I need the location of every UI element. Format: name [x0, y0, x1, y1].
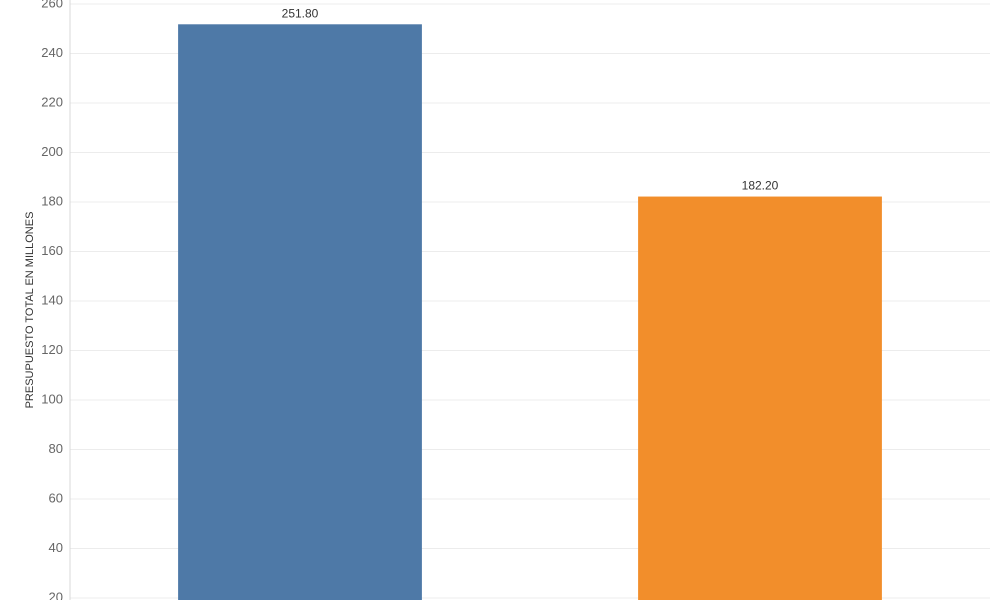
y-tick-label: 100 [41, 391, 63, 406]
y-tick-label: 220 [41, 94, 63, 109]
bar [178, 24, 422, 600]
y-tick-label: 200 [41, 144, 63, 159]
y-tick-label: 40 [49, 540, 63, 555]
y-tick-label: 20 [49, 589, 63, 600]
y-axis-label: PRESUPUESTO TOTAL EN MILLONES [24, 212, 36, 409]
y-tick-label: 80 [49, 441, 63, 456]
y-tick-label: 140 [41, 292, 63, 307]
y-tick-label: 240 [41, 45, 63, 60]
value-label: 182.20 [742, 179, 779, 193]
y-tick-label: 180 [41, 193, 63, 208]
bar [638, 196, 882, 600]
y-tick-label: 160 [41, 243, 63, 258]
y-tick-label: 120 [41, 342, 63, 357]
y-tick-label: 60 [49, 490, 63, 505]
value-label: 251.80 [282, 6, 319, 20]
y-tick-label: 260 [41, 0, 63, 10]
